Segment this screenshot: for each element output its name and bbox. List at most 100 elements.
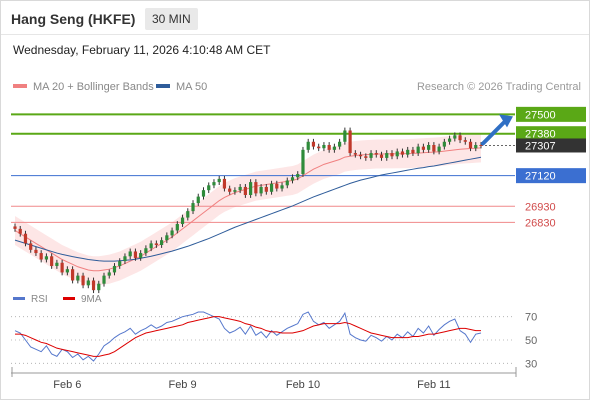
candle-body [222, 178, 227, 189]
candle-body [447, 138, 452, 142]
rsi-swatch-icon [13, 296, 25, 300]
candle-body [60, 262, 64, 273]
candle-body [390, 153, 394, 157]
legend-label: MA 20 + Bollinger Bands [33, 81, 154, 93]
candle-body [301, 149, 305, 175]
candle-body [243, 186, 247, 195]
legend-item-ma50: MA 50 [156, 81, 207, 93]
candle-body [102, 275, 106, 284]
candle-body [364, 156, 368, 158]
candle-body [97, 283, 101, 291]
candle-body [442, 141, 446, 147]
candle-body [400, 151, 405, 155]
candle-body [421, 146, 426, 150]
candle-body [170, 230, 174, 236]
research-credit: Research © 2026 Trading Central [416, 81, 581, 93]
candle-body [463, 140, 467, 142]
candle-body [139, 253, 143, 258]
candle-body [160, 240, 164, 245]
candle-body [296, 174, 300, 178]
candle-body [39, 253, 43, 260]
candle-body [259, 186, 263, 194]
candle-body [112, 265, 117, 273]
candle-body [207, 185, 211, 191]
bollinger-band [15, 133, 481, 286]
candle-body [144, 248, 148, 254]
x-axis-label: Feb 10 [286, 379, 320, 391]
level-tag-27120 [516, 168, 586, 184]
ma9-legend-item: 9MA [63, 294, 102, 305]
rsi-tick-label: 50 [525, 335, 537, 347]
candle-body [175, 224, 179, 231]
candle-body [285, 180, 289, 186]
level-tag-27380 [516, 126, 586, 142]
ma9-swatch-icon [63, 296, 75, 300]
candle-body [322, 145, 326, 149]
chart-datetime: Wednesday, February 11, 2026 4:10:48 AM … [13, 43, 271, 57]
candle-body [201, 190, 206, 197]
level-label-27120: 27120 [525, 171, 556, 183]
candle-body [311, 141, 316, 147]
ma9-legend-label: 9MA [81, 294, 102, 305]
candle-body [338, 141, 342, 147]
candle-body [280, 185, 284, 189]
price-chart: 27500 27380 27120 26930 26830 27307 [11, 106, 586, 294]
candle-body [18, 228, 22, 234]
candle-body [249, 182, 253, 195]
candle-body [358, 154, 363, 157]
candle-body [212, 182, 216, 186]
candle-body [432, 145, 436, 152]
candle-body [55, 262, 59, 266]
candle-body [275, 183, 279, 189]
candle-body [107, 272, 111, 276]
rsi-line [14, 311, 482, 362]
level-label-26930: 26930 [525, 201, 556, 213]
candle-body [437, 146, 441, 152]
candle-body [317, 146, 321, 149]
candle-body [128, 251, 132, 257]
candle-body [374, 153, 378, 155]
rsi-legend-item: RSI [13, 294, 48, 305]
x-axis-label: Feb 6 [53, 379, 81, 391]
candle-body [191, 203, 195, 212]
candle-body [76, 275, 80, 281]
ma20-swatch-icon [13, 84, 27, 89]
interval-badge[interactable]: 30 MIN [145, 8, 198, 30]
projection-arrow [481, 119, 507, 146]
ma50-line [14, 156, 482, 262]
candle-body [479, 145, 483, 146]
candle-body [453, 135, 457, 139]
candle-body [269, 183, 274, 192]
x-axis-label: Feb 9 [168, 379, 196, 391]
candle-body [180, 217, 185, 225]
candle-body [411, 149, 415, 154]
level-label-27500: 27500 [525, 109, 556, 121]
candle-body [13, 226, 17, 229]
candle-body [458, 135, 462, 141]
level-label-26830: 26830 [525, 217, 556, 229]
candle-body [468, 141, 473, 149]
legend-item-ma20: MA 20 + Bollinger Bands [13, 81, 154, 93]
candle-body [217, 178, 221, 183]
candle-body [50, 256, 54, 266]
candle-body [353, 153, 357, 155]
current-price-tag [516, 138, 586, 153]
candle-body [123, 256, 127, 262]
candle-body [186, 211, 190, 218]
candle-body [327, 145, 331, 150]
candle-body [44, 256, 49, 260]
candle-body [133, 251, 138, 258]
level-label-27380: 27380 [525, 129, 556, 141]
candle-body [149, 243, 153, 249]
candle-body [306, 141, 310, 150]
candle-body [395, 151, 399, 157]
candle-body [233, 190, 237, 192]
candle-body [264, 186, 268, 192]
candle-body [332, 146, 336, 150]
candle-body [196, 196, 200, 204]
ma50-swatch-icon [156, 84, 170, 89]
candle-body [254, 182, 258, 194]
candle-body [154, 243, 158, 245]
candle-body [343, 130, 347, 142]
